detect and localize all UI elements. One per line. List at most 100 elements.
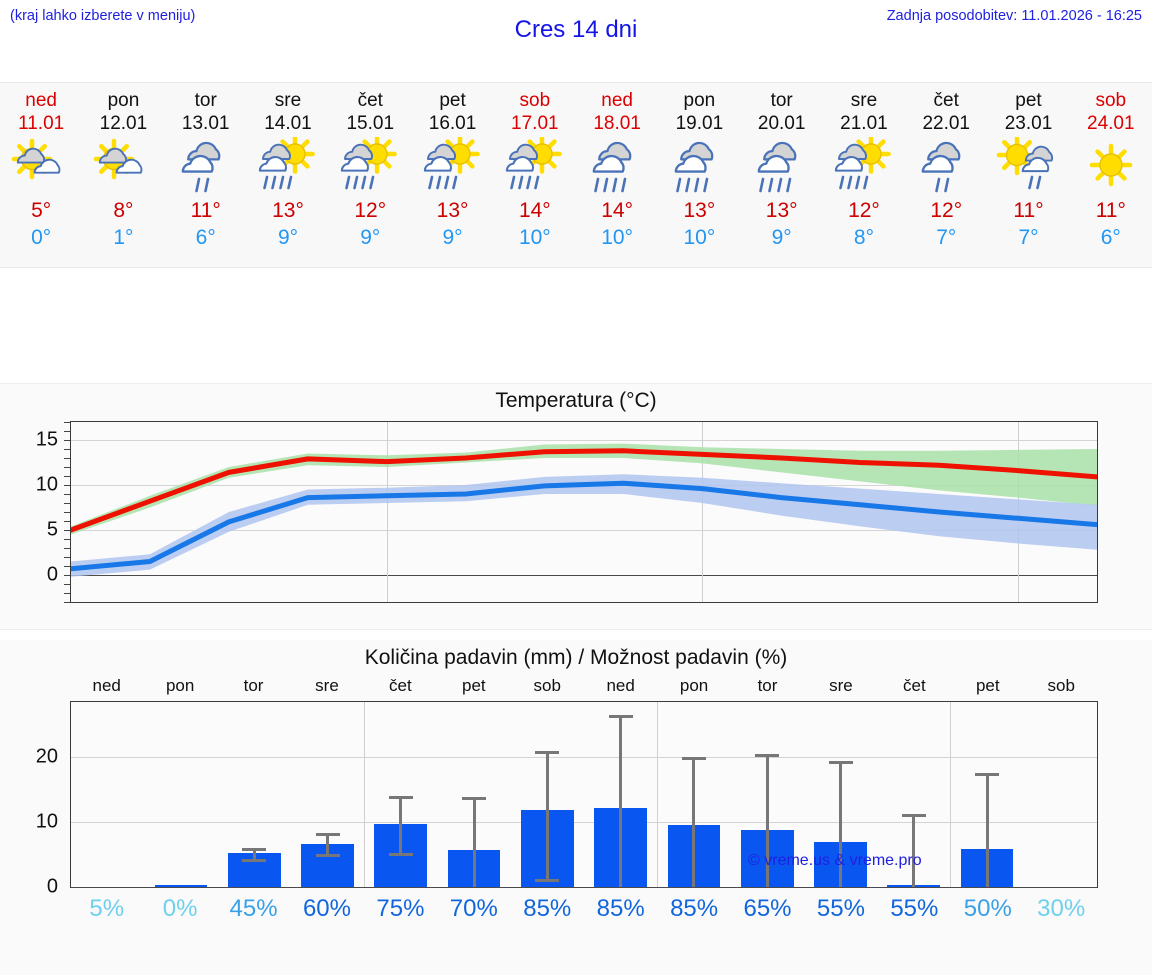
day-max-temp: 5° <box>31 199 52 222</box>
day-column-1[interactable]: pon 12.01 8° 1° <box>82 83 164 267</box>
precipitation-day-label: pet <box>462 676 486 695</box>
temperature-minor-tick <box>64 530 70 531</box>
day-of-week-label: sob <box>519 90 551 111</box>
precipitation-probability-label: 55% <box>816 895 865 922</box>
day-of-week-label: čet <box>357 90 383 111</box>
day-date-label: 20.01 <box>757 113 806 134</box>
precipitation-probability-label: 60% <box>302 895 351 922</box>
day-min-temp: 0° <box>31 226 52 249</box>
day-of-week-label: pon <box>107 90 140 111</box>
sun-cloud-icon <box>4 137 78 195</box>
precipitation-probability-label: 55% <box>890 895 939 922</box>
day-column-10[interactable]: sre 21.01 12° 8° <box>823 83 905 267</box>
day-column-5[interactable]: pet 16.01 13° 9° <box>411 83 493 267</box>
sun-cloud-rain-icon <box>498 137 572 195</box>
day-min-temp: 7° <box>1018 226 1039 249</box>
precipitation-error-stem <box>619 714 623 887</box>
temperature-band-1 <box>71 474 1097 577</box>
day-min-temp: 1° <box>113 226 134 249</box>
day-max-temp: 12° <box>848 199 880 222</box>
precipitation-error-stem <box>545 750 549 880</box>
day-date-label: 16.01 <box>428 113 477 134</box>
day-column-0[interactable]: ned 11.01 5° 0° <box>0 83 82 267</box>
day-column-3[interactable]: sre 14.01 13° 9° <box>247 83 329 267</box>
day-of-week-label: ned <box>601 90 633 111</box>
precipitation-day-label: tor <box>243 676 264 695</box>
precipitation-error-cap-top <box>242 848 267 852</box>
temperature-y-axis-ticks <box>64 421 70 627</box>
temperature-plot-area <box>70 421 1098 603</box>
day-min-temp: 8° <box>853 226 874 249</box>
day-of-week-label: sob <box>1095 90 1127 111</box>
day-min-temp: 9° <box>360 226 381 249</box>
day-of-week-label: pon <box>683 90 716 111</box>
day-column-4[interactable]: čet 15.01 12° 9° <box>329 83 411 267</box>
day-date-label: 15.01 <box>346 113 395 134</box>
day-min-temp: 9° <box>442 226 463 249</box>
day-date-label: 17.01 <box>511 113 559 134</box>
temperature-minor-tick <box>64 503 70 504</box>
sun-cloud-rain-icon <box>333 137 407 195</box>
precipitation-probability-label: 45% <box>229 895 278 922</box>
precipitation-error-stem <box>399 796 403 854</box>
day-min-temp: 9° <box>277 226 299 249</box>
precipitation-day-label: ned <box>606 676 635 695</box>
cloud-rain-icon <box>580 137 654 195</box>
precipitation-day-label: tor <box>757 676 778 695</box>
precipitation-day-label: čet <box>903 676 926 695</box>
temperature-minor-tick <box>64 440 70 441</box>
day-column-9[interactable]: tor 20.01 13° 9° <box>741 83 823 267</box>
temperature-minor-tick <box>64 476 70 477</box>
temperature-chart-title: Temperatura (°C) <box>495 389 657 412</box>
precipitation-probability-label: 30% <box>1037 895 1086 922</box>
temperature-minor-tick <box>64 494 70 495</box>
precipitation-gridline-0 <box>71 887 1097 888</box>
precipitation-error-cap-top <box>975 772 1000 776</box>
day-column-8[interactable]: pon 19.01 13° 10° <box>658 83 740 267</box>
day-of-week-label: čet <box>933 90 959 111</box>
cloud-rain-icon <box>662 137 736 195</box>
precipitation-error-cap-top <box>388 796 413 800</box>
precipitation-probability-label: 0% <box>162 895 198 922</box>
day-max-temp: 11° <box>190 199 221 222</box>
precipitation-error-cap-top <box>462 796 487 800</box>
day-min-temp: 6° <box>1100 226 1121 249</box>
day-column-2[interactable]: tor 13.01 11° 6° <box>165 83 247 267</box>
precipitation-probability-label: 85% <box>523 895 572 922</box>
temperature-minor-tick <box>64 548 70 549</box>
day-of-week-label: ned <box>25 90 57 111</box>
day-column-11[interactable]: čet 22.01 12° 7° <box>905 83 987 267</box>
temperature-band-0 <box>71 443 1097 535</box>
sun-cloud-light-rain-icon <box>992 137 1066 195</box>
day-column-12[interactable]: pet 23.01 11° 7° <box>987 83 1069 267</box>
sun-cloud-icon <box>86 137 160 195</box>
precipitation-error-stem <box>472 796 476 887</box>
sun-icon <box>1074 137 1148 195</box>
day-date-label: 12.01 <box>99 113 148 134</box>
precipitation-y-tick-label: 20 <box>35 745 58 768</box>
precipitation-error-cap-top <box>681 756 706 760</box>
day-date-label: 14.01 <box>264 113 312 134</box>
temperature-y-tick-label: 5 <box>46 518 58 541</box>
day-min-temp: 7° <box>936 226 957 249</box>
temperature-gridline-15 <box>71 440 1097 441</box>
day-of-week-label: pet <box>439 90 466 111</box>
precipitation-error-cap-bottom <box>242 859 267 863</box>
temperature-minor-tick <box>64 584 70 585</box>
temperature-minor-tick <box>64 422 70 423</box>
precipitation-error-cap-bottom <box>315 853 340 857</box>
precipitation-x-axis-labels: ned pon tor sre čet pet sob ned pon tor sre čet pet s… <box>70 676 1098 698</box>
day-date-label: 23.01 <box>1004 113 1053 134</box>
precipitation-vgridline <box>950 702 952 887</box>
day-date-label: 18.01 <box>593 113 641 134</box>
precipitation-chart-title: Količina padavin (mm) / Možnost padavin … <box>364 646 788 669</box>
day-column-6[interactable]: sob 17.01 14° 10° <box>494 83 576 267</box>
day-of-week-label: sre <box>274 90 302 111</box>
day-max-temp: 14° <box>518 199 551 222</box>
day-column-13[interactable]: sob 24.01 11° 6° <box>1070 83 1152 267</box>
precipitation-bar[interactable] <box>154 885 208 887</box>
day-column-7[interactable]: ned 18.01 14° 10° <box>576 83 658 267</box>
precipitation-error-stem <box>692 756 696 887</box>
day-max-temp: 11° <box>1095 199 1126 222</box>
temperature-chart-panel: Temperatura (°C) 0 5 10 15 © vreme.us & vre… <box>0 383 1152 869</box>
